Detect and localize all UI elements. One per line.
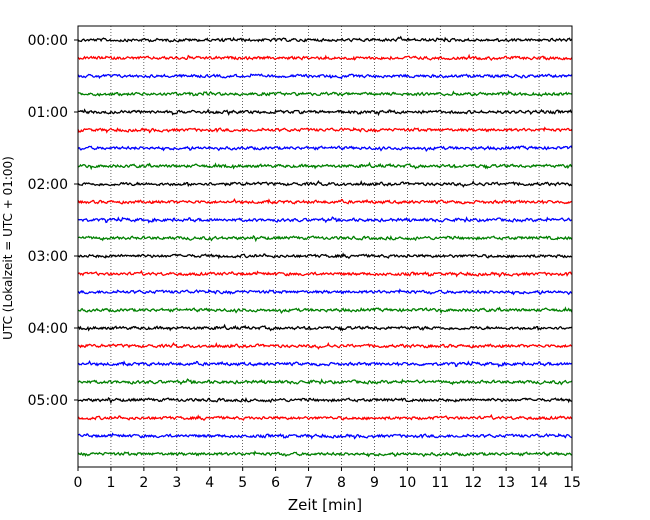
trace-line — [77, 234, 573, 243]
x-tick-label: 12 — [464, 475, 482, 491]
trace-line — [77, 73, 573, 80]
x-tick-label: 3 — [172, 475, 181, 491]
x-tick-label: 14 — [530, 475, 548, 491]
trace-line — [77, 306, 573, 315]
y-tick-label: 02:00 — [28, 177, 68, 193]
trace-line — [77, 396, 573, 405]
plot-frame — [77, 25, 573, 468]
y-axis-ticks: 00:00 01:00 02:00 03:00 04:00 05:00 — [28, 33, 78, 409]
trace-line — [77, 145, 573, 152]
trace-line — [77, 378, 573, 386]
x-tick-label: 9 — [370, 475, 379, 491]
x-axis-ticks: 0 1 2 3 4 5 6 7 8 9 10 11 12 13 14 15 — [74, 467, 581, 491]
y-tick-label: 01:00 — [28, 105, 68, 121]
trace-line — [77, 269, 573, 278]
y-tick-label: 04:00 — [28, 321, 68, 337]
trace-line — [78, 90, 573, 97]
trace-line — [77, 216, 573, 224]
y-tick-label: 03:00 — [28, 249, 68, 265]
trace-line — [77, 413, 573, 422]
plot-area — [78, 26, 572, 467]
x-tick-label: 0 — [74, 475, 83, 491]
trace-line — [77, 288, 573, 296]
x-tick-label: 2 — [139, 475, 148, 491]
trace-line — [77, 359, 573, 368]
trace-line — [77, 198, 573, 205]
x-tick-label: 10 — [398, 475, 416, 491]
trace-line — [77, 108, 573, 117]
trace-line — [77, 35, 573, 43]
x-tick-label: 13 — [497, 475, 515, 491]
x-tick-label: 7 — [304, 475, 313, 491]
trace-line — [77, 341, 573, 350]
x-tick-label: 11 — [431, 475, 449, 491]
x-tick-label: 4 — [205, 475, 214, 491]
trace-line — [77, 126, 573, 134]
x-tick-label: 1 — [106, 475, 115, 491]
trace-line — [77, 53, 573, 62]
x-tick-label: 6 — [271, 475, 280, 491]
x-tick-label: 5 — [238, 475, 247, 491]
y-tick-label: 05:00 — [28, 393, 68, 409]
trace-line — [77, 323, 573, 332]
traces — [77, 35, 573, 458]
trace-line — [77, 450, 573, 458]
trace-line — [77, 432, 573, 440]
y-tick-label: 00:00 — [28, 33, 68, 49]
x-tick-label: 15 — [563, 475, 581, 491]
trace-line — [77, 179, 573, 188]
y-axis-label: UTC (Lokalzeit = UTC + 01:00) — [1, 156, 15, 340]
trace-line — [77, 161, 573, 171]
x-axis-label: Zeit [min] — [288, 496, 362, 514]
x-tick-label: 8 — [337, 475, 346, 491]
trace-line — [77, 252, 573, 260]
